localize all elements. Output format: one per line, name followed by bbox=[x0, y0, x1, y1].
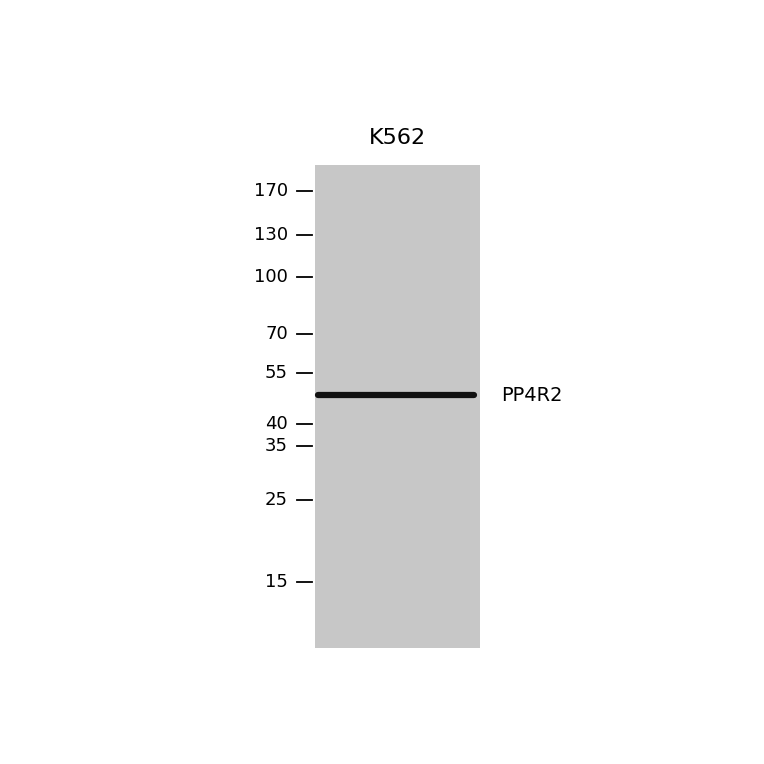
Text: 55: 55 bbox=[265, 364, 288, 382]
Text: 15: 15 bbox=[265, 573, 288, 591]
Text: 70: 70 bbox=[265, 325, 288, 343]
Text: 35: 35 bbox=[265, 437, 288, 455]
Bar bbox=[315, 165, 481, 648]
Text: PP4R2: PP4R2 bbox=[501, 386, 562, 404]
Text: K562: K562 bbox=[369, 128, 426, 147]
Text: 25: 25 bbox=[265, 491, 288, 509]
Text: 100: 100 bbox=[254, 268, 288, 286]
Text: 130: 130 bbox=[254, 225, 288, 244]
Text: 170: 170 bbox=[254, 183, 288, 200]
Text: 40: 40 bbox=[265, 416, 288, 433]
